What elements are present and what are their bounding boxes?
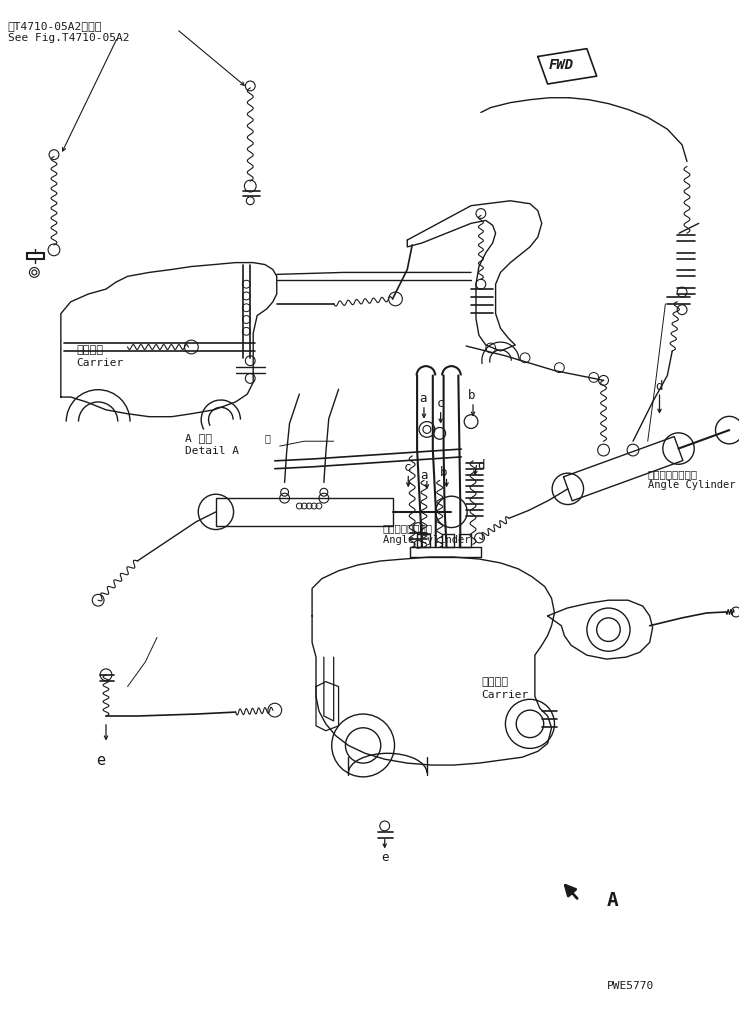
Text: c: c <box>437 397 444 410</box>
Text: a: a <box>419 392 426 405</box>
Text: Angle Cylinder: Angle Cylinder <box>648 480 735 490</box>
Text: a: a <box>420 469 428 481</box>
Text: d: d <box>656 380 663 393</box>
Text: Detail A: Detail A <box>184 446 239 456</box>
Text: c: c <box>404 461 411 474</box>
Text: アングルシリンダ: アングルシリンダ <box>383 524 433 534</box>
Bar <box>216 498 392 526</box>
Text: Carrier: Carrier <box>481 690 528 700</box>
Text: キャリヤ: キャリヤ <box>77 345 104 355</box>
Text: b: b <box>468 389 476 402</box>
Text: 第T4710-05A2図参照: 第T4710-05A2図参照 <box>8 21 102 31</box>
Text: Carrier: Carrier <box>77 358 123 368</box>
Text: b: b <box>440 466 447 479</box>
Text: A 詳細: A 詳細 <box>184 434 212 444</box>
Text: FWD: FWD <box>549 59 574 73</box>
Text: See Fig.T4710-05A2: See Fig.T4710-05A2 <box>8 33 130 42</box>
Text: Angle Cylinder: Angle Cylinder <box>383 536 470 545</box>
Text: e: e <box>96 753 105 768</box>
Text: d: d <box>477 459 485 472</box>
Text: アングルシリンダ: アングルシリンダ <box>648 469 698 478</box>
Text: PWE5770: PWE5770 <box>606 981 654 991</box>
Text: キャリヤ: キャリヤ <box>481 676 508 686</box>
Text: e: e <box>381 851 389 864</box>
Text: A: A <box>606 891 618 910</box>
